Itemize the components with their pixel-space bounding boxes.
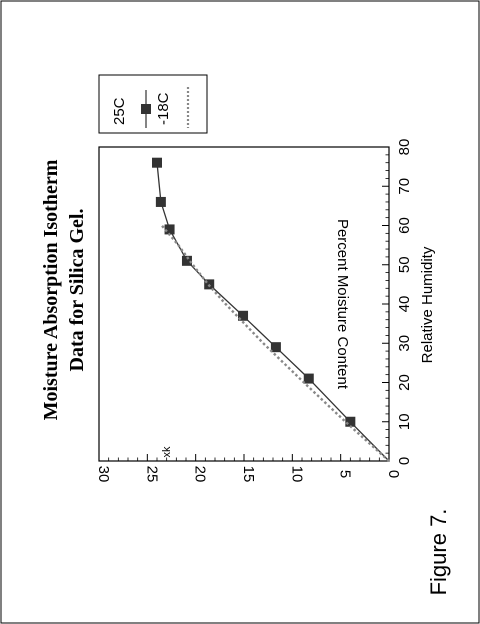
y-tick-label: 20 [192, 466, 209, 483]
x-tick-label: 30 [396, 335, 413, 352]
figure-caption: Figure 7. [426, 509, 451, 596]
x-tick-label: 60 [396, 217, 413, 234]
y-ticks: 0 5 10 15 20 25 30 [95, 454, 402, 482]
x-tick-label: 10 [396, 413, 413, 430]
chart-subtitle: Data for Silica Gel. [66, 209, 88, 372]
x-tick-label: 40 [396, 296, 413, 313]
data-point-25c [345, 416, 356, 427]
y-tick-label: 10 [288, 466, 305, 483]
data-point-25c [181, 255, 192, 266]
legend-marker-25c [141, 104, 151, 114]
y-tick-label: 5 [337, 470, 354, 478]
legend-label-25c: 25C [111, 97, 128, 125]
data-point-25c [164, 224, 175, 235]
y-tick-label: 15 [240, 466, 257, 483]
legend: 25C -18C [98, 74, 208, 134]
x-tick-label: 80 [396, 139, 413, 156]
y-tick-label: 0 [385, 470, 402, 478]
legend-label-minus18c: -18C [155, 92, 172, 125]
data-point-25c [270, 342, 281, 353]
series-line-25c [156, 162, 390, 462]
x-ticks: 0 10 20 30 40 50 60 70 80 [382, 139, 413, 465]
x-tick-label: 20 [396, 374, 413, 391]
data-point-25c [152, 157, 162, 168]
y-tick-label: 30 [95, 466, 112, 483]
x-tick-label: 70 [396, 178, 413, 195]
chart-title: Moisture Absorption Isotherm [40, 159, 62, 420]
x-tick-label: 0 [396, 457, 413, 465]
y-tick-label: 25 [143, 466, 160, 483]
y-axis-label: Percent Moisture Content [334, 219, 351, 390]
x-axis-label: Relative Humidity [419, 246, 436, 363]
x-tick-label: 50 [396, 256, 413, 273]
data-point-25c [303, 373, 314, 384]
stray-annotation: xk [161, 446, 173, 458]
data-point-25c [155, 196, 166, 207]
series-line-minus18c [160, 224, 390, 462]
series-lines [152, 157, 390, 462]
data-point-25c [238, 310, 249, 321]
